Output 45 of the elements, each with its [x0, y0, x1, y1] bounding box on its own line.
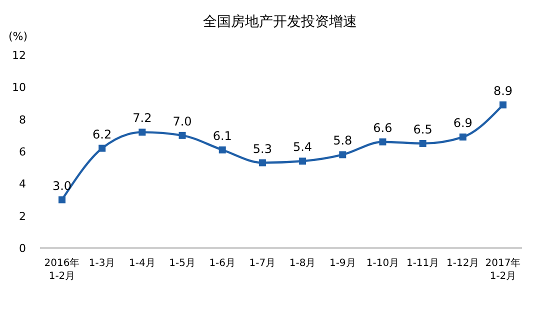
point: [339, 151, 346, 158]
data-label: 6.6: [373, 120, 392, 135]
x-tick-label: 2017年 1-2月: [485, 257, 521, 282]
point: [218, 146, 226, 154]
chart-title: 全国房地产开发投资增速: [203, 14, 357, 30]
y-axis-title: (%): [8, 30, 28, 43]
data-label: 7.0: [172, 114, 192, 128]
x-tick-label: 1-7月: [249, 258, 276, 269]
data-label: 7.2: [132, 111, 152, 126]
x-tick-label: 1-11月: [406, 258, 440, 269]
data-label: 5.4: [293, 140, 312, 154]
point: [299, 158, 306, 165]
data-label: 8.9: [493, 84, 513, 98]
point: [138, 128, 146, 136]
x-tick-label: 2016年 1-2月: [44, 257, 80, 282]
point: [379, 138, 386, 146]
y-tick-label: 8: [19, 113, 26, 126]
data-label: 6.1: [212, 128, 232, 143]
x-tick-label: 1-10月: [366, 258, 400, 269]
y-tick-label: 12: [12, 49, 26, 62]
y-tick-label: 10: [12, 81, 26, 94]
x-tick-label: 1-4月: [129, 258, 156, 269]
x-tick-label: 1-12月: [446, 258, 480, 269]
point: [178, 132, 186, 139]
x-tick-label: 1-9月: [329, 258, 356, 269]
point: [98, 144, 106, 152]
data-label: 6.9: [453, 116, 472, 130]
x-tick-label: 1-5月: [169, 258, 196, 269]
y-tick-label: 2: [19, 210, 26, 223]
x-tick-label: 1-3月: [88, 258, 116, 269]
data-label: 5.3: [252, 142, 272, 156]
data-label: 6.5: [413, 122, 432, 136]
y-tick-label: 6: [19, 146, 26, 158]
data-label: 5.8: [333, 134, 352, 148]
x-tick-label: 1-8月: [289, 258, 316, 269]
point: [459, 134, 466, 141]
point: [58, 196, 66, 204]
data-label: 6.2: [92, 127, 112, 142]
point: [419, 140, 426, 147]
y-tick-label: 4: [19, 178, 26, 191]
x-tick-label: 1-6月: [209, 258, 236, 269]
data-label: 3.0: [52, 178, 72, 193]
point: [258, 159, 266, 166]
point: [500, 101, 506, 108]
y-tick-label: 0: [19, 242, 26, 255]
